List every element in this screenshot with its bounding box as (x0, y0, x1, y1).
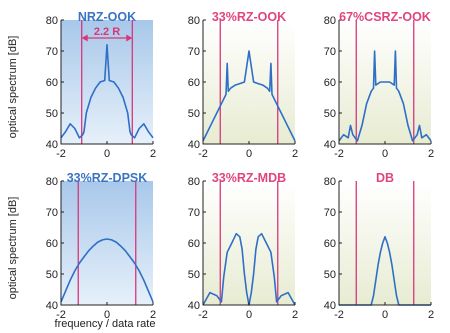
panel-1-arrowhead-left (81, 34, 88, 42)
panel-6-xtick-label: 0 (382, 309, 388, 321)
panel-3-xtick-label: 0 (382, 148, 388, 160)
panel-4-ytick-label: 50 (46, 269, 58, 281)
panel-4-xtick-label: 0 (104, 309, 110, 321)
panel-2-title: 33%RZ-OOK (212, 10, 286, 24)
panel-2-ytick-label: 50 (188, 108, 200, 120)
panel-1-bandwidth-label: 2.2 R (94, 26, 120, 38)
panel-5-xtick-label: -2 (198, 309, 208, 321)
panel-1-ytick-label: 70 (46, 46, 58, 58)
panel-1-title: NRZ-OOK (78, 10, 136, 24)
panel-1-ytick-label: 40 (46, 139, 58, 151)
panel-2-ytick-label: 60 (188, 77, 200, 89)
panel-2-background (203, 20, 295, 144)
panel-1: 40 50 60 70 80 -2 0 2 NRZ-OOK 2.2 R (46, 10, 156, 160)
panel-3-ytick-label: 70 (324, 46, 336, 58)
panel-2: 40 50 60 70 80 -2 0 2 33%RZ-OOK (188, 10, 298, 160)
panel-1-xtick-label: 0 (104, 148, 110, 160)
panel-1-xtick-label: -2 (56, 148, 66, 160)
panel-3: 40 50 60 70 80 -2 0 2 67%CSRZ-OOK (324, 10, 434, 160)
panel-1-ytick-label: 80 (46, 15, 58, 27)
panel-4-background (61, 181, 153, 305)
panel-2-xtick-label: -2 (198, 148, 208, 160)
panel-6-ytick-label: 80 (324, 176, 336, 188)
panel-4-xtick-label: 2 (150, 309, 156, 321)
panel-2-xtick-label: 2 (292, 148, 298, 160)
panel-3-ytick-label: 40 (324, 139, 336, 151)
panel-3-title: 67%CSRZ-OOK (339, 10, 431, 24)
panel-4-ytick-label: 70 (46, 207, 58, 219)
panel-2-ytick-label: 40 (188, 139, 200, 151)
panel-5-ytick-label: 70 (188, 207, 200, 219)
panel-6-ytick-label: 70 (324, 207, 336, 219)
panel-4-title: 33%RZ-DPSK (67, 171, 148, 185)
panel-1-background (61, 20, 153, 144)
panel-2-xtick-label: 0 (246, 148, 252, 160)
panel-6-background (339, 181, 431, 305)
panel-6-title: DB (376, 171, 394, 185)
panel-3-xtick-label: -2 (334, 148, 344, 160)
panel-4: 40 50 60 70 80 -2 0 2 33%RZ-DPSK (46, 171, 156, 321)
y-axis-label-bottom: optical spectrum [dB] (7, 197, 19, 300)
panel-4-ytick-label: 60 (46, 238, 58, 250)
panel-5-title: 33%RZ-MDB (212, 171, 286, 185)
panel-6-ytick-label: 60 (324, 238, 336, 250)
panel-6-ytick-label: 50 (324, 269, 336, 281)
panel-5-xtick-label: 2 (292, 309, 298, 321)
panel-4-ytick-label: 40 (46, 300, 58, 312)
panel-3-ytick-label: 80 (324, 15, 336, 27)
panel-5-ytick-label: 50 (188, 269, 200, 281)
panel-6-xtick-label: 2 (428, 309, 434, 321)
panel-4-spectrum-line (60, 238, 154, 303)
panel-1-ytick-label: 50 (46, 108, 58, 120)
panel-5-ytick-label: 60 (188, 238, 200, 250)
panel-3-ytick-label: 50 (324, 108, 336, 120)
panel-3-xtick-label: 2 (428, 148, 434, 160)
panel-5: 40 50 60 70 80 -2 0 2 33%RZ-MDB (188, 171, 298, 321)
panel-5-ytick-label: 80 (188, 176, 200, 188)
panel-6-xtick-label: -2 (334, 309, 344, 321)
panel-1-xtick-label: 2 (150, 148, 156, 160)
panel-4-ytick-label: 80 (46, 176, 58, 188)
panel-3-spectrum-line (338, 50, 432, 142)
panel-5-ytick-label: 40 (188, 300, 200, 312)
panel-5-xtick-label: 0 (246, 309, 252, 321)
panel-4-xtick-label: -2 (56, 309, 66, 321)
panels: 40 50 60 70 80 -2 0 2 NRZ-OOK 2.2 R 40 50 60 70 80 -2 0 2… (46, 10, 434, 321)
panel-2-ytick-label: 70 (188, 46, 200, 58)
panel-2-ytick-label: 80 (188, 15, 200, 27)
y-axis-label-top: optical spectrum [dB] (7, 36, 19, 139)
panel-5-background (203, 181, 295, 305)
panel-2-spectrum-line (202, 50, 296, 142)
x-axis-label: frequency / data rate (55, 318, 156, 330)
panel-1-arrowhead-right (126, 34, 133, 42)
panel-6-ytick-label: 40 (324, 300, 336, 312)
panel-6: 40 50 60 70 80 -2 0 2 DB (324, 171, 434, 321)
panel-3-ytick-label: 60 (324, 77, 336, 89)
panel-1-ytick-label: 60 (46, 77, 58, 89)
panel-1-spectrum-line (60, 44, 154, 139)
